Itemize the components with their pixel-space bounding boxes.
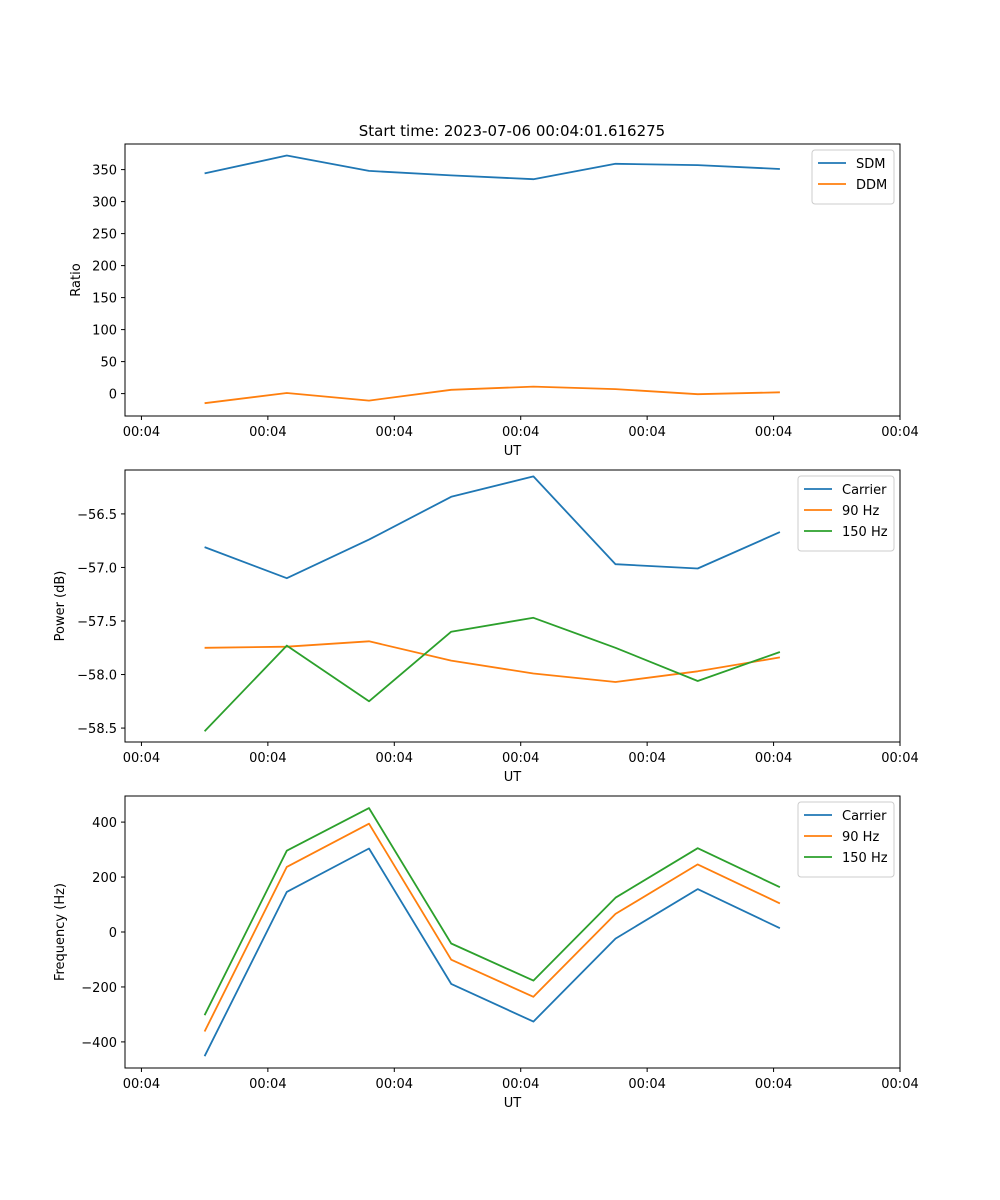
y-tick-label: 0 — [109, 926, 117, 941]
legend: Carrier 90 Hz 150 Hz — [797, 475, 895, 552]
legend-label: Carrier — [842, 483, 887, 498]
y-tick-label: −58.0 — [77, 669, 117, 684]
x-tick-label: 00:04 — [502, 751, 539, 766]
series-line-90-hz — [204, 640, 781, 683]
y-tick-label: 50 — [100, 356, 117, 371]
series-line-carrier — [204, 475, 781, 580]
series-line-ddm — [204, 385, 780, 405]
legend: Carrier 90 Hz 150 Hz — [797, 801, 895, 878]
figure-title: Start time: 2023-07-06 00:04:01.616275 — [359, 122, 665, 140]
legend-label: SDM — [856, 157, 885, 172]
y-axis-label: Frequency (Hz) — [53, 883, 68, 981]
x-axis-label: UT — [504, 770, 522, 785]
legend-label: 150 Hz — [842, 851, 888, 866]
chart-panel-3: 00:0400:0400:0400:0400:0400:0400:0400:05… — [53, 795, 919, 1111]
y-tick-label: −56.5 — [77, 508, 117, 523]
legend-label: 90 Hz — [842, 830, 879, 845]
y-tick-label: −57.5 — [77, 615, 117, 630]
series-line-sdm — [204, 154, 780, 181]
x-tick-label: 00:04 — [249, 425, 286, 440]
y-axis-label: Power (dB) — [53, 571, 68, 642]
x-tick-label: 00:04 — [123, 1077, 160, 1092]
axes-frame — [124, 469, 901, 743]
y-tick-label: 100 — [92, 324, 117, 339]
legend-label: Carrier — [842, 809, 887, 824]
y-tick-label: −57.0 — [77, 561, 117, 576]
x-axis-label: UT — [504, 1096, 522, 1111]
legend: SDM DDM — [811, 149, 895, 205]
x-tick-label: 00:04 — [249, 1077, 286, 1092]
y-axis-label: Ratio — [69, 263, 84, 296]
series-line-90-hz — [203, 822, 781, 1032]
y-tick-label: −58.5 — [77, 722, 117, 737]
y-tick-label: −400 — [81, 1036, 117, 1051]
x-tick-label: 00:04 — [755, 425, 792, 440]
y-tick-label: 250 — [92, 228, 117, 243]
y-tick-label: 0 — [109, 388, 117, 403]
y-tick-label: 150 — [92, 292, 117, 307]
x-tick-label: 00:04 — [881, 751, 918, 766]
series-line-carrier — [203, 847, 781, 1057]
x-tick-label: 00:04 — [123, 751, 160, 766]
x-tick-label: 00:04 — [628, 425, 665, 440]
axes-frame — [124, 143, 901, 417]
x-tick-label: 00:04 — [249, 751, 286, 766]
legend-label: 90 Hz — [842, 504, 879, 519]
y-tick-label: 400 — [92, 816, 117, 831]
y-tick-label: 200 — [92, 871, 117, 886]
x-tick-label: 00:04 — [502, 1077, 539, 1092]
series-line-150-hz — [203, 616, 781, 732]
x-tick-label: 00:04 — [755, 1077, 792, 1092]
y-tick-label: −200 — [81, 981, 117, 996]
x-tick-label: 00:04 — [755, 751, 792, 766]
x-tick-label: 00:04 — [502, 425, 539, 440]
x-tick-label: 00:04 — [123, 425, 160, 440]
x-tick-label: 00:04 — [881, 425, 918, 440]
legend-box — [797, 801, 895, 878]
legend-label: 150 Hz — [842, 525, 888, 540]
y-tick-label: 300 — [92, 196, 117, 211]
x-tick-label: 00:04 — [376, 751, 413, 766]
x-tick-label: 00:04 — [376, 425, 413, 440]
chart-panel-2: 00:0400:0400:0400:0400:0400:0400:0400:05… — [53, 469, 919, 785]
y-tick-label: 200 — [92, 260, 117, 275]
axes-frame — [124, 795, 901, 1069]
legend-box — [797, 475, 895, 552]
x-tick-label: 00:04 — [628, 751, 665, 766]
x-tick-label: 00:04 — [376, 1077, 413, 1092]
y-tick-label: 350 — [92, 164, 117, 179]
x-axis-label: UT — [504, 444, 522, 459]
series-line-150-hz — [203, 807, 781, 1016]
legend-label: DDM — [856, 178, 887, 193]
x-tick-label: 00:04 — [881, 1077, 918, 1092]
x-tick-label: 00:04 — [628, 1077, 665, 1092]
chart-panel-1: 00:0400:0400:0400:0400:0400:0400:0400:05… — [69, 143, 919, 459]
